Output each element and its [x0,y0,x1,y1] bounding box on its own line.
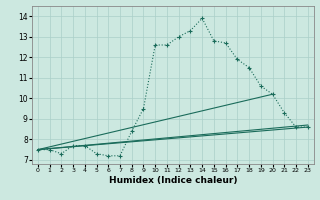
X-axis label: Humidex (Indice chaleur): Humidex (Indice chaleur) [108,176,237,185]
